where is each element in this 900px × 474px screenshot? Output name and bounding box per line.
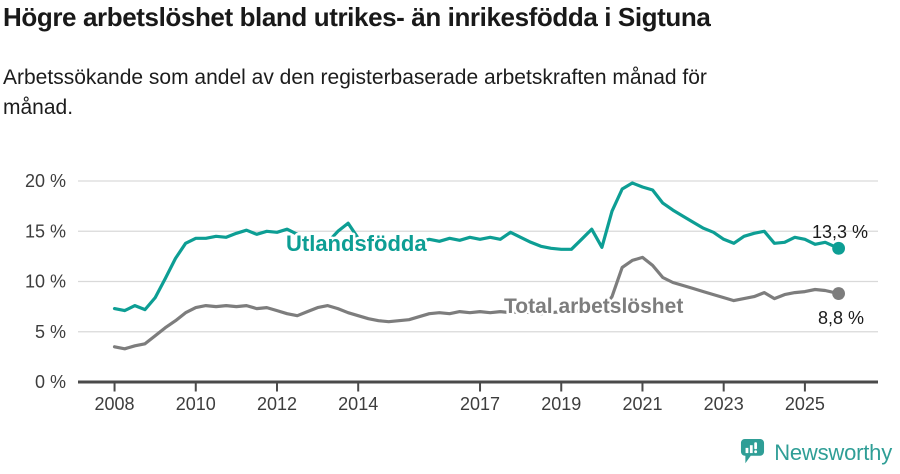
series-line-total [112,255,841,351]
y-axis-tick-label: 15 % [25,221,66,241]
x-axis-tick-label: 2012 [257,394,297,414]
x-axis-tick-label: 2017 [460,394,500,414]
y-axis-tick-label: 20 % [25,171,66,191]
series-end-value-label: 8,8 % [818,308,864,328]
series-label: Utlandsfödda [286,231,427,256]
series-line-utlandsfodda [112,181,841,313]
series-end-dot [832,287,846,300]
y-axis-tick-label: 10 % [25,272,66,292]
y-axis-tick-label: 5 % [35,322,66,342]
series-end-value-label: 13,3 % [812,222,868,242]
subtitle-line-1: Arbetssökande som andel av den registerb… [3,66,707,89]
brand-name: Newsworthy [774,439,892,465]
x-axis-tick-label: 2025 [785,394,825,414]
chart-title: Högre arbetslöshet bland utrikes- än inr… [3,2,711,32]
x-axis-tick-label: 2021 [622,394,662,414]
x-axis-tick-label: 2010 [176,394,216,414]
series-label: Total arbetslöshet [504,295,683,318]
x-axis-tick-label: 2019 [541,394,581,414]
x-axis-tick-label: 2008 [95,394,135,414]
subtitle-line-2: månad. [3,96,74,119]
x-axis-tick-label: 2014 [338,394,378,414]
chart-subtitle: Arbetssökande som andel av den registerb… [3,63,707,123]
series-end-dot [832,241,846,255]
newsworthy-logo: Newsworthy [740,438,892,467]
y-axis-tick-label: 0 % [35,372,66,392]
speech-bubble-bar-chart-icon [741,439,765,464]
x-axis-tick-label: 2023 [704,394,744,414]
